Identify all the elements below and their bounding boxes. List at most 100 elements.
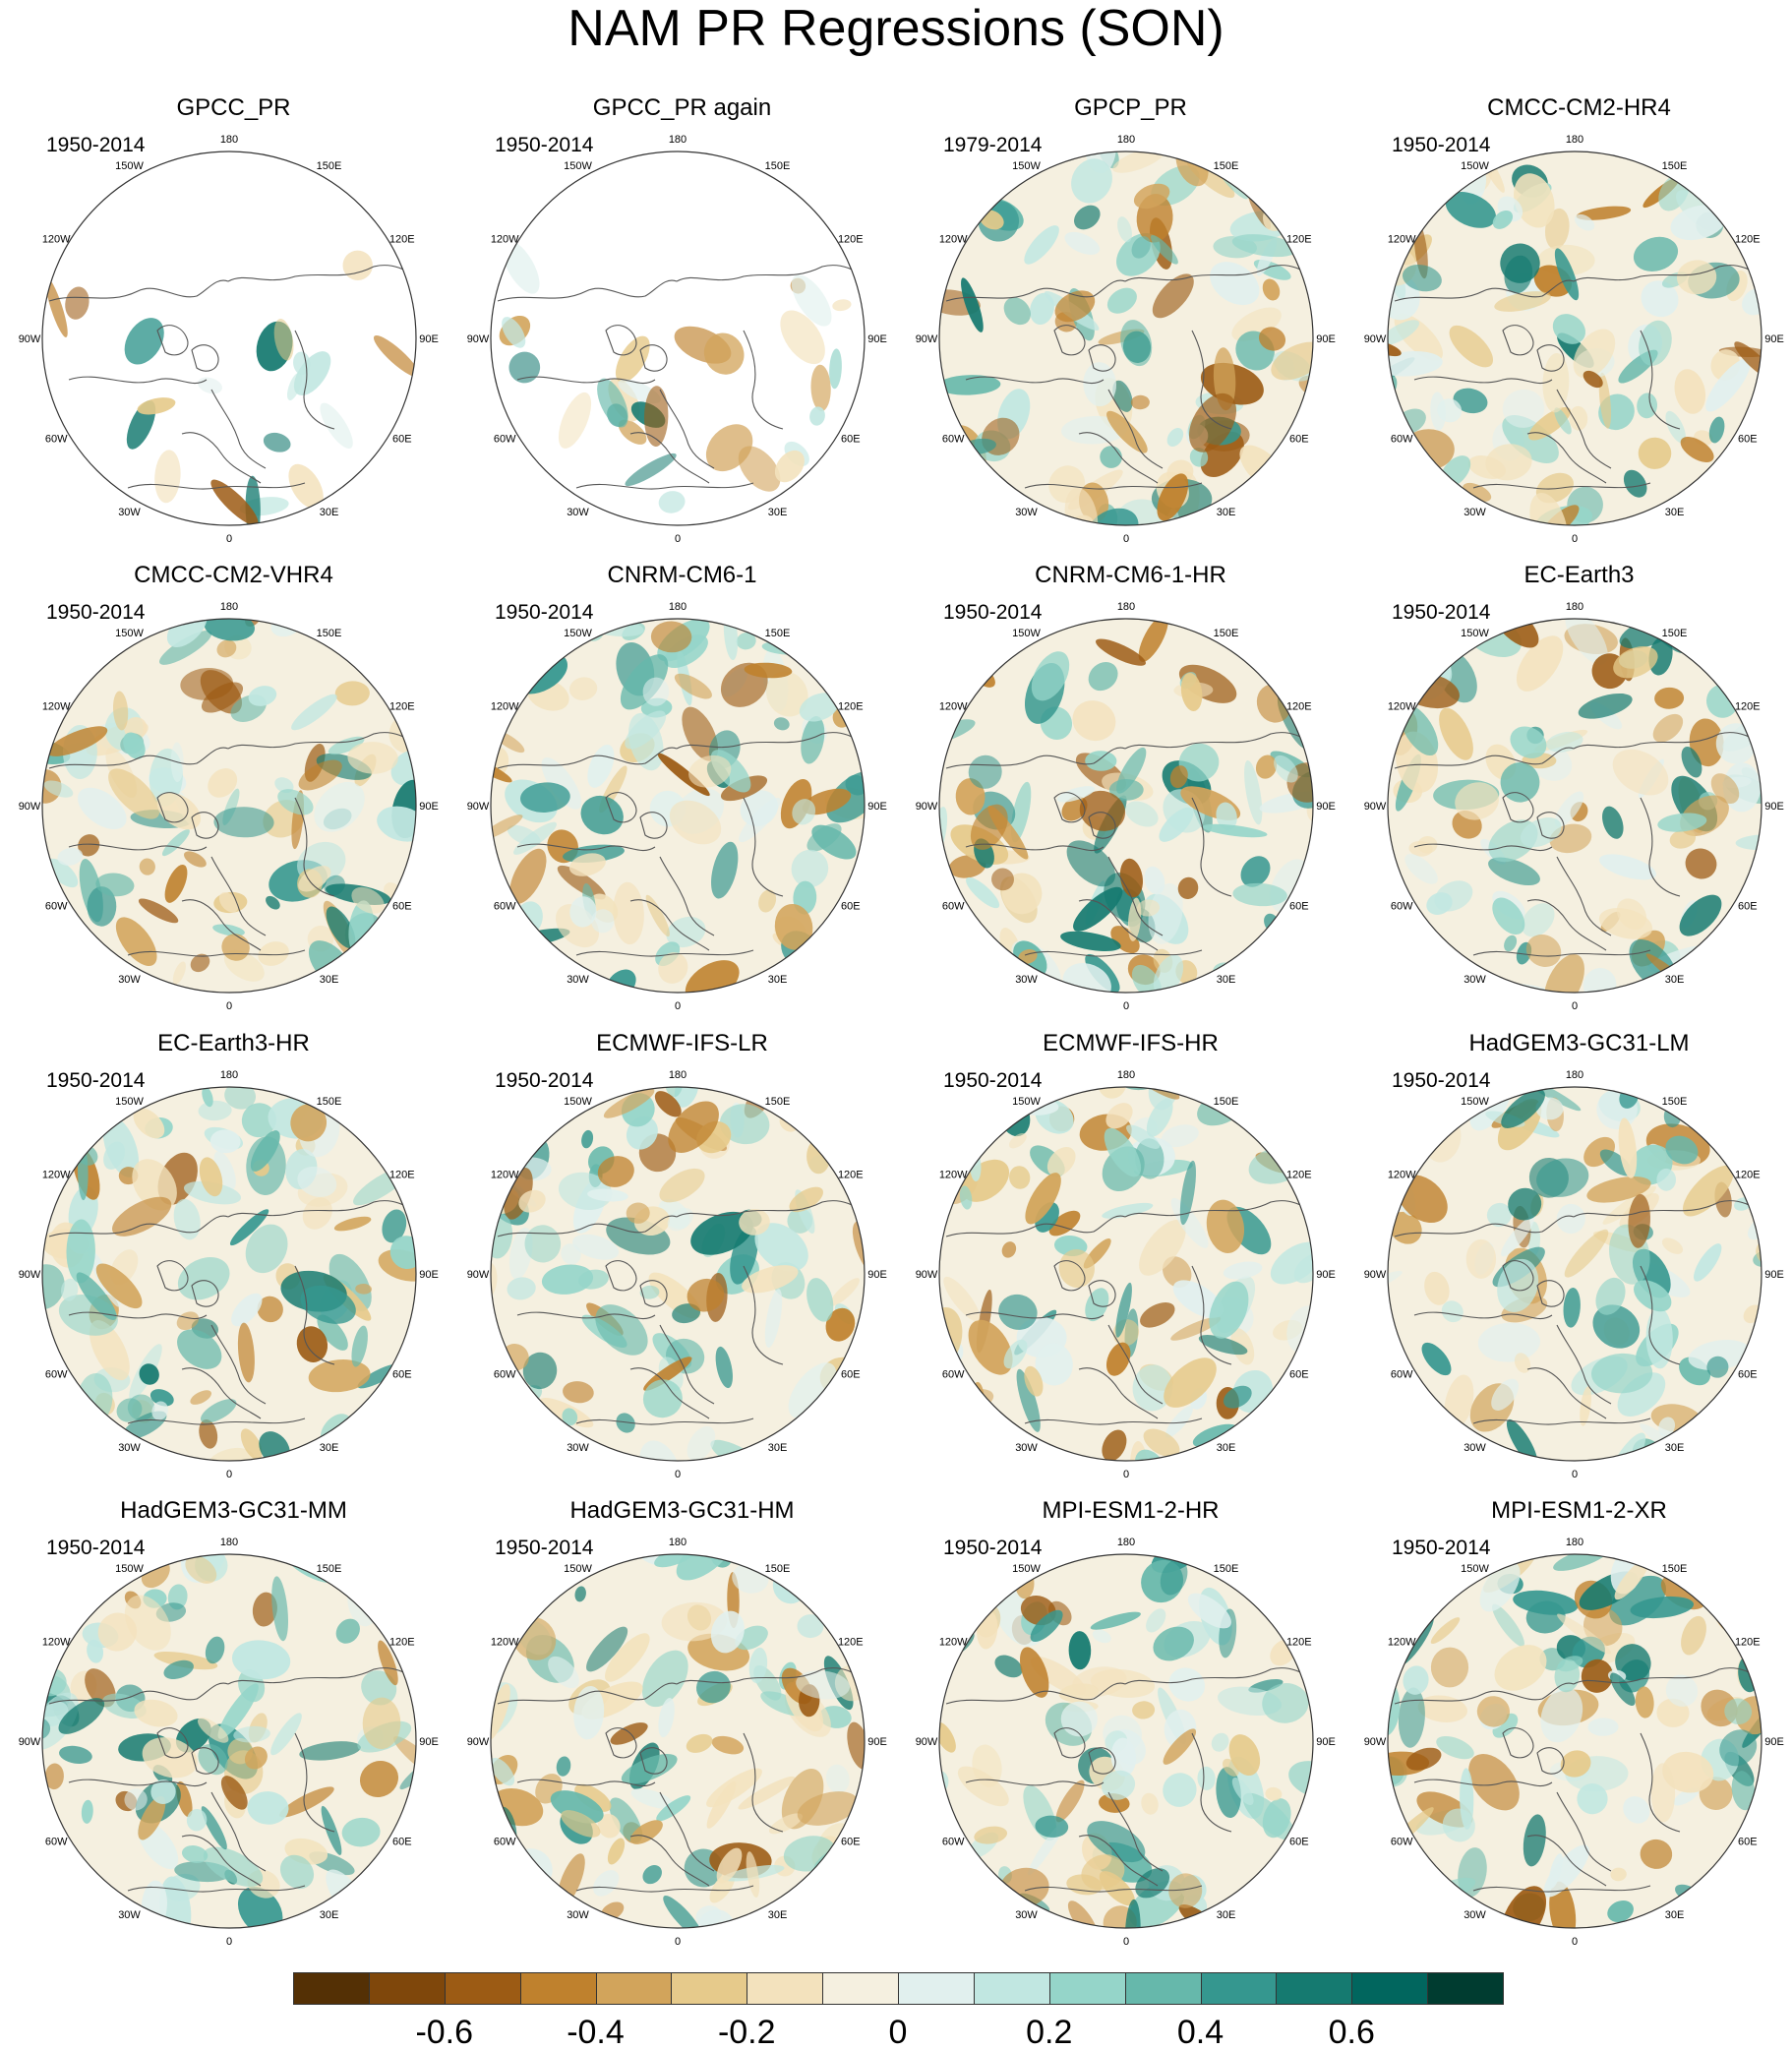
anomaly-patch bbox=[1581, 1659, 1613, 1693]
anomaly-patch bbox=[719, 1104, 770, 1145]
anomaly-patch bbox=[277, 789, 314, 815]
anomaly-patch bbox=[1514, 173, 1555, 228]
longitude-label: 90E bbox=[1316, 1736, 1336, 1748]
longitude-label: 30W bbox=[1015, 507, 1038, 518]
anomaly-patch bbox=[1544, 953, 1584, 993]
anomaly-patch bbox=[780, 310, 825, 365]
anomaly-patch bbox=[1445, 192, 1497, 228]
anomaly-patch bbox=[562, 1408, 578, 1426]
colorbar-tick-label: 0.2 bbox=[1026, 2014, 1073, 2051]
longitude-label: 120W bbox=[491, 701, 519, 713]
anomaly-patch bbox=[746, 1851, 760, 1899]
anomaly-patch bbox=[1681, 746, 1702, 778]
longitude-label: 150W bbox=[1461, 1563, 1489, 1575]
longitude-label: 120W bbox=[939, 1637, 968, 1649]
colorbar-swatch bbox=[1427, 1972, 1504, 2005]
anomaly-patch bbox=[656, 1795, 691, 1822]
panel-title: EC-Earth3 bbox=[1523, 562, 1635, 588]
anomaly-patch bbox=[1169, 765, 1188, 789]
panel-title: GPCC_PR bbox=[176, 94, 291, 121]
coastlines bbox=[1394, 1667, 1762, 1893]
anomaly-patch bbox=[796, 1670, 850, 1700]
anomaly-patch bbox=[1086, 508, 1139, 525]
map-border bbox=[1387, 1086, 1762, 1462]
anomaly-patch bbox=[213, 807, 274, 838]
anomaly-patch bbox=[1552, 314, 1586, 344]
anomaly-patch bbox=[1710, 773, 1740, 804]
anomaly-patch bbox=[509, 848, 547, 904]
anomaly-patch bbox=[314, 781, 365, 832]
anomaly-patch bbox=[580, 795, 624, 835]
colorbar-tick-label: -0.2 bbox=[717, 2014, 776, 2051]
anomaly-patch bbox=[1553, 1554, 1610, 1571]
map-panel: EC-Earth3-HR 1950-2014 180 150E 120E 90E 60E 30… bbox=[10, 1030, 457, 1497]
anomaly-patch bbox=[1476, 1696, 1510, 1727]
period-label: 1950-2014 bbox=[495, 1069, 594, 1092]
anomaly-patch bbox=[1630, 1596, 1695, 1619]
map-border bbox=[490, 1086, 866, 1462]
longitude-label: 120W bbox=[42, 1170, 71, 1181]
panel-title: EC-Earth3-HR bbox=[157, 1030, 310, 1056]
anomaly-patch bbox=[1163, 1728, 1197, 1765]
anomaly-patch bbox=[1030, 292, 1054, 326]
anomaly-patch bbox=[1661, 1237, 1684, 1254]
anomaly-patch bbox=[1105, 1103, 1133, 1129]
anomaly-patch bbox=[1637, 392, 1658, 419]
anomaly-patch bbox=[1054, 290, 1096, 323]
anomaly-patch bbox=[748, 1647, 768, 1684]
longitude-label: 150E bbox=[1662, 628, 1688, 639]
longitude-label: 60E bbox=[1289, 1837, 1309, 1848]
anomaly-patch bbox=[799, 693, 839, 722]
anomaly-patch bbox=[574, 1783, 612, 1812]
precip-anomaly-field bbox=[45, 250, 416, 525]
anomaly-patch bbox=[81, 1799, 93, 1824]
longitude-label: 120E bbox=[1735, 234, 1761, 246]
anomaly-patch bbox=[603, 1088, 655, 1118]
anomaly-patch bbox=[1192, 1423, 1239, 1448]
anomaly-patch bbox=[1610, 1867, 1627, 1882]
coastlines bbox=[497, 732, 865, 957]
longitude-label: 150E bbox=[765, 1563, 791, 1575]
longitude-label: 120W bbox=[1388, 1637, 1416, 1649]
anomaly-patch bbox=[263, 432, 291, 452]
anomaly-patch bbox=[1479, 1561, 1521, 1612]
anomaly-patch bbox=[587, 1188, 628, 1202]
anomaly-patch bbox=[1187, 1593, 1231, 1629]
anomaly-patch bbox=[164, 864, 188, 903]
anomaly-patch bbox=[1030, 1609, 1063, 1643]
longitude-label: 30W bbox=[567, 507, 589, 518]
longitude-label: 90E bbox=[867, 1736, 887, 1748]
anomaly-patch bbox=[271, 1576, 289, 1642]
coastlines bbox=[945, 1200, 1313, 1425]
longitude-label: 30W bbox=[1015, 1909, 1038, 1921]
anomaly-patch bbox=[1398, 1687, 1425, 1748]
map-border bbox=[938, 1086, 1314, 1462]
anomaly-patch bbox=[1168, 1873, 1203, 1908]
map-border bbox=[1387, 618, 1762, 994]
anomaly-patch bbox=[1595, 1277, 1626, 1315]
map-border bbox=[490, 618, 866, 994]
anomaly-patch bbox=[156, 792, 202, 830]
anomaly-patch bbox=[643, 386, 669, 447]
anomaly-patch bbox=[1144, 866, 1165, 895]
anomaly-patch bbox=[1146, 1098, 1173, 1137]
anomaly-patch bbox=[1031, 651, 1070, 701]
anomaly-patch bbox=[206, 1447, 255, 1461]
anomaly-patch bbox=[1610, 1672, 1636, 1707]
anomaly-patch bbox=[47, 726, 108, 756]
anomaly-patch bbox=[1602, 806, 1624, 839]
anomaly-patch bbox=[774, 450, 805, 483]
anomaly-patch bbox=[220, 1776, 248, 1810]
anomaly-patch bbox=[695, 1670, 731, 1704]
longitude-label: 150W bbox=[115, 1563, 144, 1575]
longitude-label: 180 bbox=[669, 134, 687, 146]
anomaly-patch bbox=[744, 662, 793, 679]
anomaly-patch bbox=[161, 829, 190, 857]
anomaly-patch bbox=[351, 1325, 368, 1367]
longitude-label: 180 bbox=[669, 1537, 687, 1548]
colorbar-swatch bbox=[1200, 1972, 1278, 2005]
anomaly-patch bbox=[329, 1253, 372, 1311]
anomaly-patch bbox=[568, 853, 606, 876]
anomaly-patch bbox=[1560, 1750, 1591, 1778]
anomaly-patch bbox=[1689, 718, 1724, 767]
